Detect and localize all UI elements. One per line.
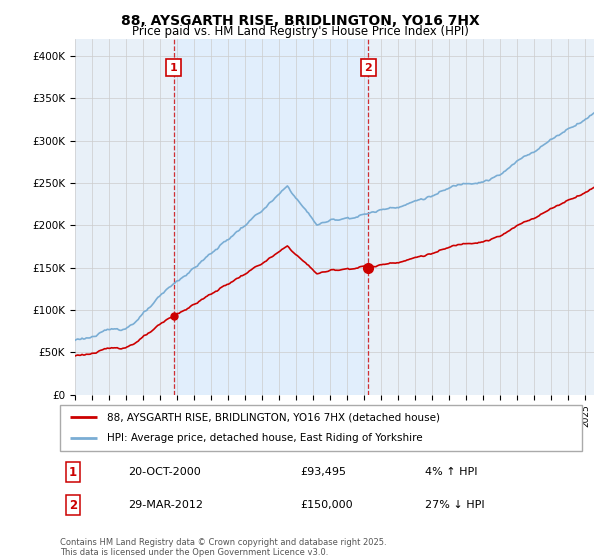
Text: 1: 1 bbox=[69, 465, 77, 479]
Text: Price paid vs. HM Land Registry's House Price Index (HPI): Price paid vs. HM Land Registry's House … bbox=[131, 25, 469, 38]
Text: 27% ↓ HPI: 27% ↓ HPI bbox=[425, 500, 485, 510]
Text: £93,495: £93,495 bbox=[300, 467, 346, 477]
Text: 1: 1 bbox=[170, 63, 178, 73]
Text: Contains HM Land Registry data © Crown copyright and database right 2025.
This d: Contains HM Land Registry data © Crown c… bbox=[60, 538, 386, 557]
Text: 4% ↑ HPI: 4% ↑ HPI bbox=[425, 467, 478, 477]
Text: 29-MAR-2012: 29-MAR-2012 bbox=[128, 500, 203, 510]
Text: £150,000: £150,000 bbox=[300, 500, 353, 510]
FancyBboxPatch shape bbox=[60, 405, 582, 451]
Text: HPI: Average price, detached house, East Riding of Yorkshire: HPI: Average price, detached house, East… bbox=[107, 433, 422, 444]
Text: 88, AYSGARTH RISE, BRIDLINGTON, YO16 7HX (detached house): 88, AYSGARTH RISE, BRIDLINGTON, YO16 7HX… bbox=[107, 412, 440, 422]
Text: 2: 2 bbox=[69, 498, 77, 512]
Text: 88, AYSGARTH RISE, BRIDLINGTON, YO16 7HX: 88, AYSGARTH RISE, BRIDLINGTON, YO16 7HX bbox=[121, 14, 479, 28]
Text: 2: 2 bbox=[364, 63, 372, 73]
Text: 20-OCT-2000: 20-OCT-2000 bbox=[128, 467, 200, 477]
Bar bbox=[173, 39, 368, 395]
